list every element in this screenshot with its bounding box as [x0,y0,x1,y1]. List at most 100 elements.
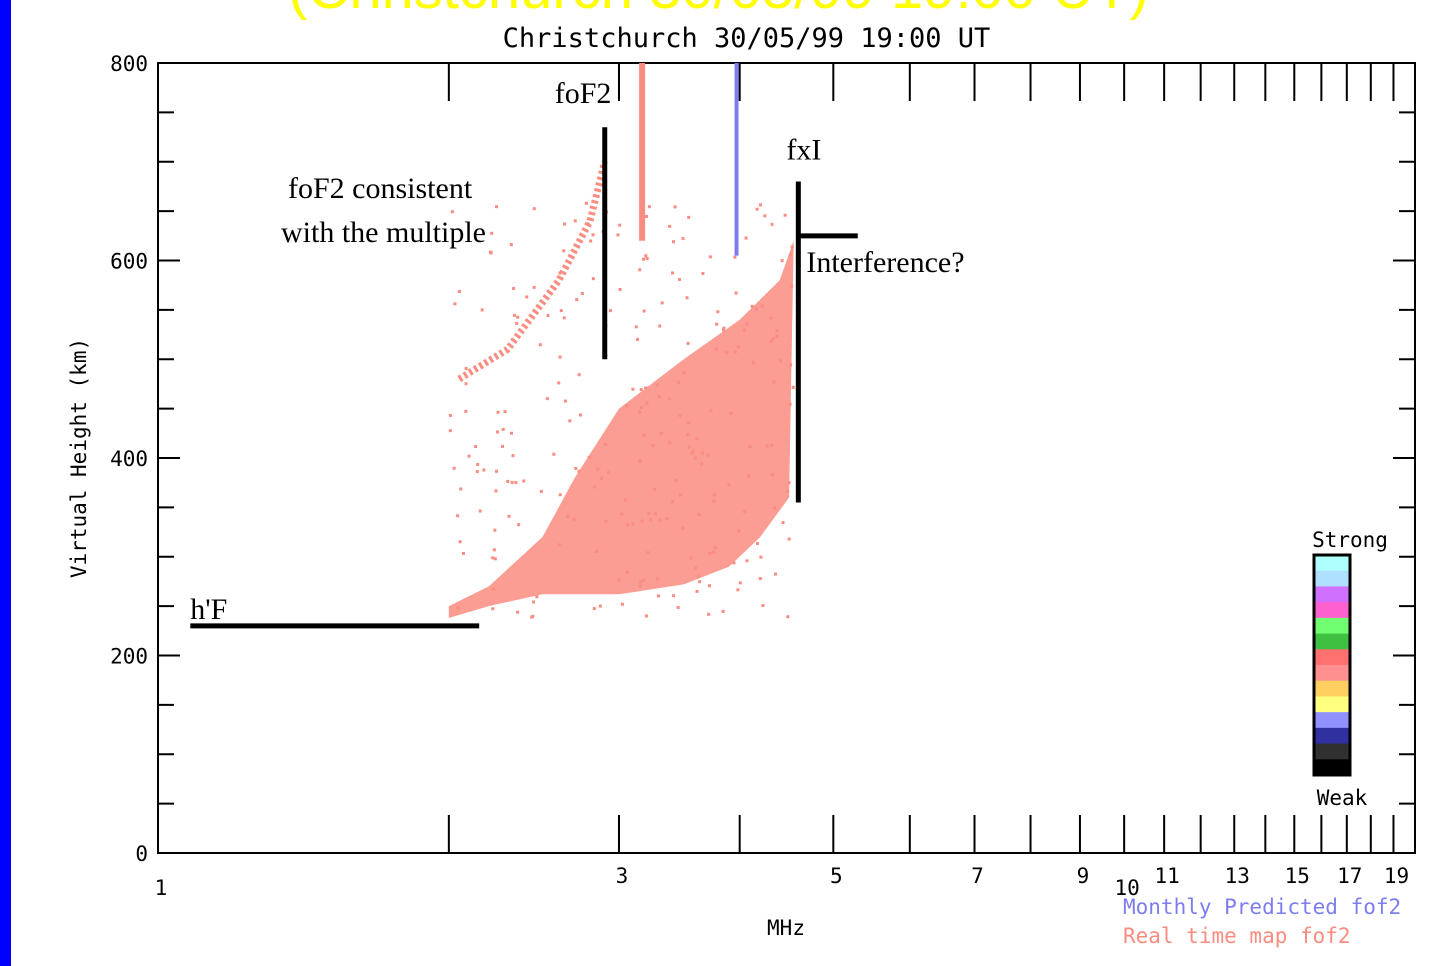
trace-speckle [539,489,543,493]
x-tick-label: 9 [1077,864,1090,888]
trace-speckle [604,442,608,446]
trace-speckle [695,437,699,441]
trace-speckle [771,337,775,341]
trace-speckle [645,401,649,405]
colorbar-segment [1314,743,1350,760]
trace-speckle [461,551,465,555]
f-layer-trace [448,240,794,619]
x-tick-label: 13 [1225,864,1250,888]
trace-speckle [493,528,497,532]
trace-speckle [789,363,793,367]
trace-speckle [448,429,452,433]
trace-speckle [658,324,662,328]
trace-speckle [595,549,599,553]
trace-speckle [638,268,642,272]
y-tick-label: 200 [110,645,148,669]
interference-label: Interference? [806,246,964,279]
trace-speckle [546,314,550,318]
colorbar-segment [1314,586,1350,603]
x-axis-label: MHz [767,916,805,940]
colorbar-segment [1314,680,1350,697]
trace-speckle [733,255,737,259]
trace-speckle [593,485,597,489]
trace-speckle [616,233,620,237]
trace-speckle [591,233,595,237]
trace-speckle [456,514,460,518]
trace-speckle [557,381,561,385]
trace-speckle [647,205,651,209]
trace-speckle [562,222,566,226]
trace-speckle [559,309,563,313]
trace-speckle [645,614,649,618]
hprime-f-label: h'F [190,593,227,626]
trace-speckle [750,304,754,308]
trace-speckle [714,347,718,351]
trace-speckle [659,431,663,435]
trace-speckle [509,243,513,247]
trace-speckle [512,287,516,291]
trace-speckle [700,462,704,466]
trace-speckle [783,213,787,217]
trace-speckle [745,322,749,326]
trace-speckle [721,609,725,613]
trace-speckle [545,397,549,401]
trace-speckle [670,500,674,504]
trace-speckle [712,493,716,497]
trace-speckle [575,298,579,302]
trace-speckle [729,411,733,415]
trace-speckle [491,607,495,611]
trace-speckle [733,350,737,354]
fof2-multiple-label-line2: with the multiple [281,216,486,249]
trace-speckle [577,373,581,377]
trace-speckle [501,427,505,431]
trace-speckle [510,431,514,435]
trace-speckle [532,207,536,211]
trace-speckle [671,271,675,275]
trace-speckle [639,580,643,584]
trace-speckle [493,557,497,561]
trace-speckle [604,519,608,523]
trace-speckle [516,315,520,319]
trace-speckle [620,602,624,606]
trace-speckle [452,466,456,470]
trace-speckle [642,578,646,582]
trace-speckle [734,291,738,295]
trace-speckle [761,603,765,607]
trace-speckle [634,325,638,329]
legend-realtime: Real time map fof2 [1123,924,1351,948]
trace-speckle [747,474,751,478]
trace-speckle [668,441,672,445]
trace-speckle [513,313,517,317]
trace-speckle [496,410,500,414]
trace-speckle [742,510,746,514]
trace-speckle [687,445,691,449]
trace-speckle [638,410,642,414]
trace-speckle [474,445,478,449]
trace-speckle [760,304,764,308]
colorbar-segment [1314,617,1350,635]
trace-speckle [639,405,643,409]
trace-speckle [667,397,671,401]
trace-speckle [636,337,640,341]
trace-speckle [646,551,650,555]
trace-speckle [709,409,713,413]
trace-speckle [511,454,515,458]
trace-speckle [681,237,685,241]
trace-speckle [501,444,505,448]
trace-speckle [620,512,624,516]
y-tick-label: 600 [110,250,148,274]
trace-speckle [618,288,622,292]
trace-speckle [745,559,749,563]
trace-speckle [490,231,494,235]
trace-speckle [660,301,664,305]
trace-speckle [677,278,681,282]
y-tick-label: 800 [110,52,148,76]
trace-speckle [649,518,653,522]
trace-speckle [674,478,678,482]
trace-speckle [532,285,536,289]
trace-speckle [532,600,536,604]
trace-speckle [736,588,740,592]
trace-speckle [716,310,720,314]
colorbar-segment [1314,570,1350,587]
y-tick-label: 400 [110,447,148,471]
